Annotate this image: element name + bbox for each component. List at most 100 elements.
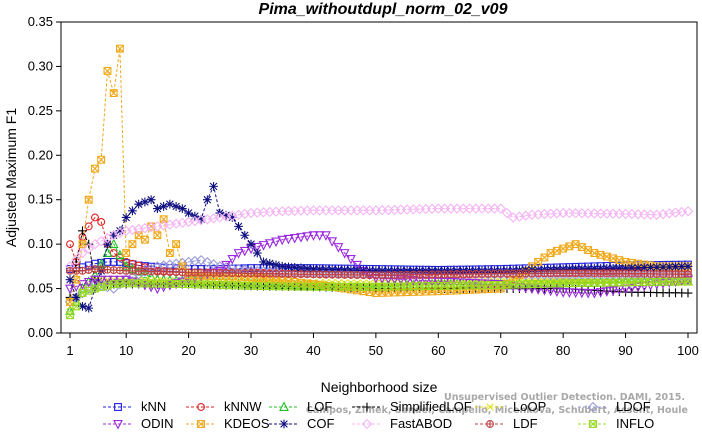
square-x-marker: [509, 280, 518, 289]
triangle-down-marker: [289, 233, 300, 244]
square-x-cross: [621, 258, 630, 266]
triangle-down-marker: [296, 233, 306, 243]
square-x-marker: [559, 279, 568, 288]
star-marker: [84, 303, 94, 313]
square-x-cross: [615, 256, 624, 264]
triangle-down-marker: [283, 234, 294, 245]
circle-plus-cross: [522, 270, 530, 277]
triangle-down-marker: [514, 282, 525, 293]
square-x-cross: [453, 281, 461, 290]
legend-label: LoOP: [513, 399, 546, 414]
circle-plus-cross: [191, 269, 199, 277]
square-x-marker: [228, 281, 237, 290]
legend-item-loop: LoOP: [475, 399, 546, 414]
square-x-cross: [228, 281, 237, 290]
square-x-cross: [128, 240, 137, 248]
square-x-marker: [159, 215, 168, 224]
plus-marker: [78, 226, 87, 236]
square-x-cross: [546, 279, 555, 288]
square-x-marker: [197, 280, 206, 289]
triangle-down-marker: [152, 284, 163, 295]
square-x-cross: [297, 282, 305, 291]
diamond-marker: [501, 207, 513, 219]
square-x-marker: [115, 44, 124, 53]
legend-item-odin: ODIN: [103, 416, 174, 431]
triangle-down-marker: [252, 242, 263, 253]
square-x-cross: [278, 282, 287, 291]
square-x-marker: [128, 279, 137, 288]
legend-label: LDOF: [616, 399, 651, 414]
square-x-cross: [328, 283, 336, 291]
triangle-down-marker: [308, 231, 319, 241]
square-x-marker: [552, 279, 561, 288]
square-x-marker: [178, 280, 187, 288]
circle-plus-cross: [97, 265, 105, 273]
circle-plus-cross: [478, 270, 486, 278]
circle-plus-cross: [85, 266, 93, 274]
square-x-marker: [103, 281, 112, 290]
square-x-marker: [540, 253, 549, 262]
circle-plus-cross: [534, 270, 542, 277]
circle-plus-cross: [684, 270, 692, 278]
square-x-cross: [134, 279, 143, 288]
circle-plus-cross: [391, 271, 399, 279]
square-x-marker: [403, 288, 412, 297]
circle-plus-cross: [322, 271, 330, 278]
square-x-marker: [122, 279, 131, 288]
star-marker: [358, 266, 368, 275]
square-x-cross: [166, 280, 174, 288]
square-x-cross: [234, 281, 243, 290]
star-marker: [677, 262, 687, 271]
square-x-marker: [428, 287, 437, 296]
star-marker: [165, 199, 175, 209]
square-x-cross: [122, 279, 130, 288]
watermark-line-2: Campos, Zimek, Sander, Campello, Micenko…: [306, 405, 688, 416]
square-x-cross: [284, 282, 293, 291]
star-marker: [177, 204, 187, 213]
star-marker: [65, 275, 75, 285]
circle-plus-cross: [622, 270, 629, 277]
x-tick-label: 90: [618, 343, 632, 358]
circle-plus-cross: [615, 270, 623, 277]
circle-plus-cross: [72, 267, 80, 275]
circle-plus-cross: [553, 270, 561, 277]
square-x-cross: [459, 281, 468, 290]
star-marker: [390, 266, 400, 276]
square-x-cross: [141, 279, 149, 288]
square-x-marker: [272, 282, 280, 291]
circle-plus-cross: [509, 270, 517, 277]
square-x-cross: [609, 254, 617, 263]
square-x-marker: [153, 279, 162, 288]
circle-plus-cross: [578, 270, 586, 277]
star-marker: [134, 199, 144, 209]
square-x-cross: [159, 279, 168, 288]
square-x-marker: [66, 297, 74, 306]
square-x-marker: [621, 278, 630, 287]
square-x-marker: [577, 279, 586, 287]
square-x-cross: [290, 282, 299, 291]
triangle-down-marker: [113, 420, 123, 430]
star-marker: [277, 261, 287, 271]
circle-plus-cross: [297, 270, 305, 278]
square-x-marker: [303, 282, 312, 291]
square-x-marker: [346, 282, 355, 291]
square-x-marker: [503, 280, 511, 289]
x-tick-label: 30: [244, 343, 258, 358]
star-marker: [234, 221, 243, 231]
circle-plus-cross: [565, 270, 573, 277]
square-x-marker: [203, 280, 212, 289]
square-x-marker: [359, 287, 368, 296]
x-tick-label: 60: [431, 343, 445, 358]
circle-plus-cross: [228, 269, 236, 277]
square-x-marker: [602, 252, 611, 261]
circle-plus-cross: [678, 270, 686, 278]
circle-marker: [197, 403, 205, 411]
star-marker: [321, 264, 331, 274]
circle-plus-cross: [141, 267, 149, 275]
square-x-marker: [440, 281, 449, 290]
legend-item-lof: LOF: [269, 399, 332, 414]
star-marker: [146, 195, 156, 205]
star-marker: [583, 264, 593, 274]
star-marker: [621, 263, 630, 273]
circle-plus-cross: [153, 268, 161, 276]
